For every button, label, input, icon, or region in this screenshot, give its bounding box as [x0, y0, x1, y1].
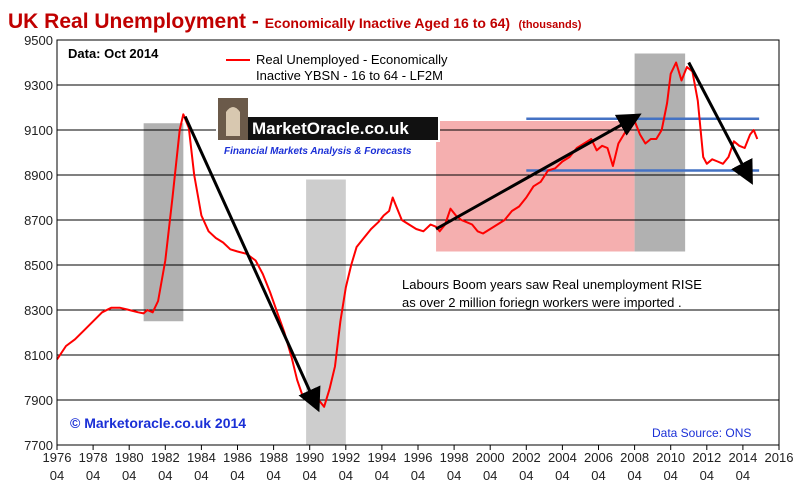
- x-tick-label-year: 2012: [692, 450, 721, 465]
- y-tick-label: 8700: [24, 213, 53, 228]
- marketoracle-logo: MarketOracle.co.uk Financial Markets Ana…: [216, 96, 440, 157]
- x-tick-label-year: 1994: [367, 450, 396, 465]
- x-tick-label-year: 1976: [43, 450, 72, 465]
- logo-banner: [248, 117, 438, 140]
- y-tick-label: 9500: [24, 33, 53, 48]
- x-tick-label-quarter: 04: [339, 468, 353, 483]
- x-tick-label-quarter: 04: [375, 468, 389, 483]
- logo-tagline: Financial Markets Analysis & Forecasts: [224, 146, 412, 157]
- y-tick-label: 9100: [24, 123, 53, 138]
- x-tick-label-quarter: 04: [230, 468, 244, 483]
- y-tick-label: 8500: [24, 258, 53, 273]
- y-tick-label: 8300: [24, 303, 53, 318]
- x-tick-label-quarter: 04: [736, 468, 750, 483]
- y-tick-label: 8900: [24, 168, 53, 183]
- x-axis-ticks: 1976 04 1978 04 1980 04 1982 04 1984 04 1986 04 1988…: [43, 445, 794, 483]
- x-tick-label-quarter: 04: [50, 468, 64, 483]
- x-tick-label-quarter: 04: [663, 468, 677, 483]
- x-tick-label-year: 2002: [512, 450, 541, 465]
- y-tick-label: 9300: [24, 78, 53, 93]
- series-line-0: [56, 61, 759, 408]
- x-tick-label-year: 2016: [765, 450, 794, 465]
- x-tick-label-year: 1980: [115, 450, 144, 465]
- y-tick-label: 7700: [24, 438, 53, 453]
- chart-title: UK Real Unemployment - Economically Inac…: [8, 10, 582, 33]
- trend-arrow-0: [183, 115, 321, 413]
- x-tick-label-year: 1996: [404, 450, 433, 465]
- copyright-text: © Marketoracle.co.uk 2014: [70, 415, 246, 431]
- x-tick-label-year: 2010: [656, 450, 685, 465]
- x-tick-label-year: 2006: [584, 450, 613, 465]
- gridlines: [57, 84, 779, 401]
- shaded-region-3: [634, 53, 686, 252]
- series-layer: [56, 61, 759, 408]
- x-tick-label-quarter: 04: [411, 468, 425, 483]
- chart-title-unit: (thousands): [519, 19, 582, 31]
- y-axis-ticks: 7700 7900 8100 8300 8500 8700 8900 9100 9300 9500: [24, 33, 53, 453]
- x-tick-label-quarter: 04: [627, 468, 641, 483]
- reference-lines: [526, 117, 760, 172]
- trend-arrow-1: [435, 113, 642, 231]
- shaded-regions: [143, 53, 686, 445]
- y-tick-label: 8100: [24, 348, 53, 363]
- legend-label-line1: Real Unemployed - Economically: [256, 52, 448, 67]
- x-tick-label-year: 1982: [151, 450, 180, 465]
- x-tick-label-year: 1998: [440, 450, 469, 465]
- x-tick-label-quarter: 04: [158, 468, 172, 483]
- data-source-text: Data Source: ONS: [652, 426, 751, 440]
- annotation-line2: as over 2 million foriegn workers were i…: [402, 295, 682, 310]
- logo-statue-icon: [226, 107, 240, 136]
- trend-arrows: [183, 61, 753, 413]
- x-tick-label-year: 2008: [620, 450, 649, 465]
- x-tick-label-quarter: 04: [700, 468, 714, 483]
- data-note: Data: Oct 2014: [68, 46, 159, 61]
- chart-title-main: UK Real Unemployment -: [8, 10, 265, 33]
- x-tick-label-quarter: 04: [86, 468, 100, 483]
- trend-arrow-2: [687, 61, 753, 185]
- y-tick-label: 7900: [24, 393, 53, 408]
- x-tick-label-quarter: 04: [519, 468, 533, 483]
- logo-text: MarketOracle.co.uk: [252, 119, 409, 138]
- x-tick-label-quarter: 04: [555, 468, 569, 483]
- x-tick-label-year: 1988: [259, 450, 288, 465]
- shaded-region-1: [306, 179, 346, 445]
- x-tick-label-year: 2000: [476, 450, 505, 465]
- x-tick-label-quarter: 04: [194, 468, 208, 483]
- x-tick-label-year: 1992: [331, 450, 360, 465]
- x-tick-label-year: 2004: [548, 450, 577, 465]
- x-tick-label-year: 1986: [223, 450, 252, 465]
- plot-frame: [56, 39, 780, 446]
- x-tick-label-quarter: 04: [483, 468, 497, 483]
- x-tick-label-quarter: 04: [266, 468, 280, 483]
- annotation-line1: Labours Boom years saw Real unemployment…: [402, 277, 702, 292]
- x-tick-label-year: 1990: [295, 450, 324, 465]
- x-tick-label-year: 1984: [187, 450, 216, 465]
- x-tick-label-year: 2014: [728, 450, 757, 465]
- legend: Real Unemployed - Economically Inactive …: [226, 52, 448, 83]
- x-tick-label-quarter: 04: [122, 468, 136, 483]
- x-tick-label-quarter: 04: [302, 468, 316, 483]
- x-tick-label-quarter: 04: [447, 468, 461, 483]
- chart-title-sub: Economically Inactive Aged 16 to 64): [265, 15, 510, 31]
- x-tick-label-quarter: 04: [591, 468, 605, 483]
- legend-label-line2: Inactive YBSN - 16 to 64 - LF2M: [256, 68, 443, 83]
- x-tick-label-year: 1978: [79, 450, 108, 465]
